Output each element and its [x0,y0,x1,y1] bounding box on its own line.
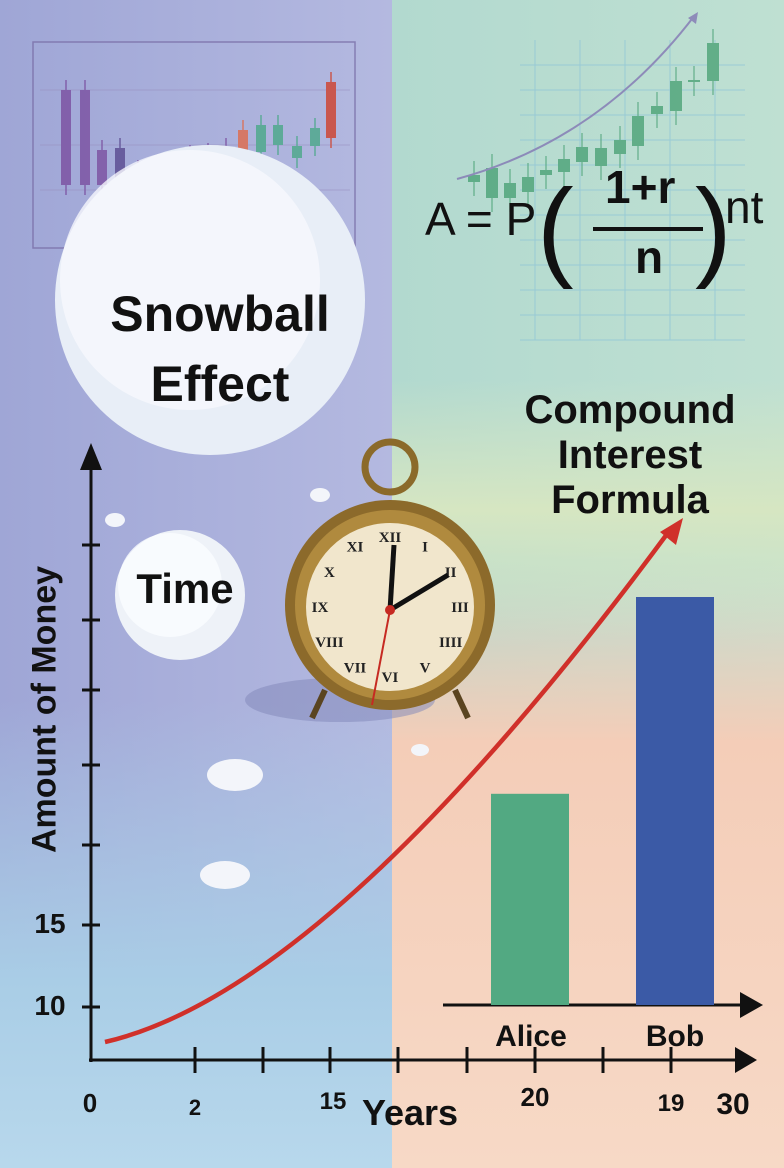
x-tick-label: 2 [188,1095,202,1120]
formula-numerator: 1+r [605,161,676,213]
growth-curve-arrow [660,518,683,545]
x-tick-label: 30 [716,1088,750,1121]
compound-title-2: Interest [557,433,703,477]
candle [504,183,516,198]
growth-curve [104,528,672,1045]
bar-label-bob: Bob [645,1020,705,1053]
x-axis-arrow [735,1047,757,1073]
candle [651,106,663,114]
clock-numeral: I [422,539,428,555]
formula-denominator: n [635,231,664,283]
compound-title-3: Formula [551,478,709,522]
candle [632,116,644,146]
candle [595,148,607,166]
clock-numeral: X [324,565,335,581]
time-label: Time [136,565,234,612]
formula-exponent: nt [725,181,764,233]
candle [670,81,682,111]
y-tick-label: 10 [34,990,66,1021]
clock-numeral: XI [347,539,364,555]
clock-numeral: III [451,600,469,616]
candle [292,146,302,158]
y-tick-label: 15 [34,908,66,939]
candle [486,168,498,198]
x-tick-label: 0 [82,1088,98,1118]
candle [522,177,534,192]
snowball-title-1: Snowball [110,286,330,342]
candle [468,175,480,182]
candle [97,150,107,185]
candlestick-chart-right [456,12,745,341]
candle [614,140,626,154]
candle [540,170,552,175]
clock-numeral: V [420,661,431,677]
candle [256,125,266,152]
clock-numeral: VIII [315,635,344,651]
candle [688,80,700,82]
candle [80,90,90,185]
x-axis-label: Years [361,1092,459,1133]
left-paren: ( [537,167,574,290]
snow-chunks [105,488,429,889]
candle [310,128,320,146]
candle [238,130,248,155]
candle [576,147,588,162]
clock-numeral: II [445,565,457,581]
clock-numeral: IX [312,600,329,616]
right-paren: ) [695,167,732,290]
background-bottom-left [0,700,392,1168]
bar-label-alice: Alice [495,1020,567,1053]
x-tick-label: 19 [657,1090,685,1117]
clock-numeral: XII [379,530,402,546]
x-tick-label: 20 [520,1082,550,1112]
candle [326,82,336,138]
clock-numeral: VI [382,670,399,686]
compound-title-1: Compound [524,388,736,432]
formula-lhs: A = P [425,193,537,245]
y-axis-arrow [80,443,102,470]
snowball-title-2: Effect [150,356,290,412]
bar-axis-arrow [740,992,763,1018]
y-axis-label: Amount of Money [25,565,64,854]
bar-alice [491,793,569,1005]
fraction-bar [593,227,703,231]
clock-numeral: VII [344,661,367,677]
bar-bob [636,597,714,1005]
candle [273,125,283,145]
candle [558,159,570,172]
clock-numeral: IIII [439,635,463,651]
candle [707,43,719,81]
candle [61,90,71,185]
x-tick-label: 15 [319,1088,347,1115]
